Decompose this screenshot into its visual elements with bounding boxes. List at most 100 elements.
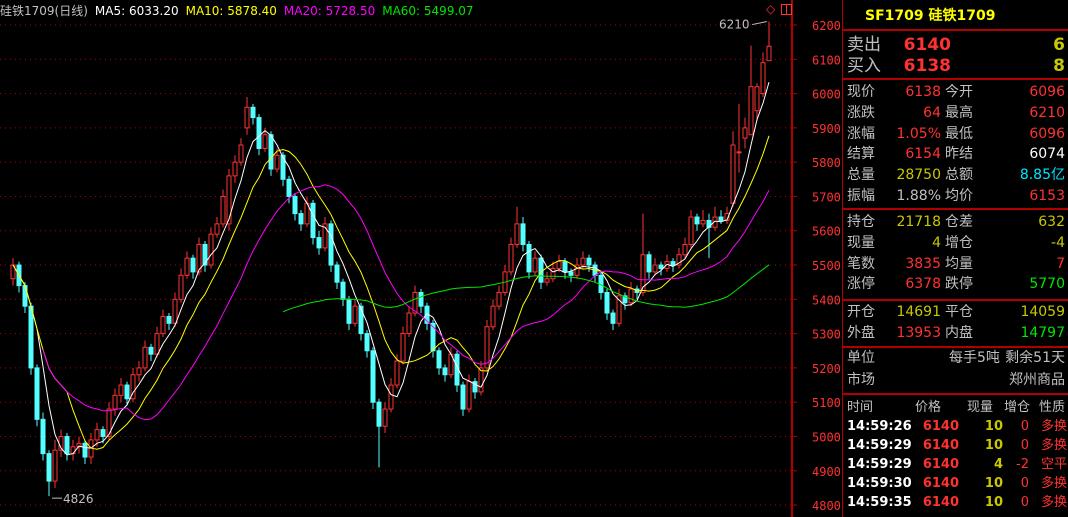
stat-value: 14691 bbox=[896, 304, 941, 320]
trade-nature: 多换 bbox=[1040, 495, 1067, 510]
y-tick-label: 4900 bbox=[812, 465, 841, 479]
candle-down bbox=[256, 117, 262, 149]
candle-down bbox=[100, 429, 106, 437]
candle-up bbox=[640, 254, 646, 293]
candle-down bbox=[316, 237, 322, 249]
candle-down bbox=[364, 333, 370, 352]
candle-up bbox=[178, 274, 184, 300]
stat-value: 6378 bbox=[905, 276, 941, 293]
candle-down bbox=[436, 350, 442, 369]
stat-row: 振幅 1.88% 均价 6153 bbox=[847, 186, 1065, 206]
candle-up bbox=[754, 86, 760, 112]
candle-up bbox=[184, 257, 190, 276]
stat-value: 6074 bbox=[1029, 146, 1065, 163]
candle-down bbox=[82, 442, 88, 458]
candle-down bbox=[358, 305, 364, 335]
trade-price: 6140 bbox=[922, 457, 959, 472]
stat-label: 最高 bbox=[945, 104, 973, 121]
candle-down bbox=[694, 216, 700, 225]
candle-up bbox=[130, 374, 136, 400]
stat-label: 均量 bbox=[945, 255, 973, 272]
y-tick-label: 5400 bbox=[812, 293, 841, 307]
candle-down bbox=[604, 291, 610, 314]
candle-down bbox=[520, 223, 526, 245]
candle-up bbox=[700, 219, 706, 225]
candle-up bbox=[52, 449, 58, 482]
candle-up bbox=[688, 216, 694, 245]
ask-price: 6140 bbox=[903, 35, 951, 55]
candle-up bbox=[232, 161, 238, 177]
candle-down bbox=[46, 453, 52, 482]
trade-row: 14:59:29 6140 4 -2 空平 bbox=[847, 455, 1067, 474]
ma60-label: MA60: 5499.07 bbox=[382, 4, 474, 18]
stat-label: 现价 bbox=[847, 84, 875, 100]
stat-value: 3835 bbox=[905, 255, 941, 272]
candle-down bbox=[658, 264, 664, 269]
y-tick-label: 5500 bbox=[812, 259, 841, 273]
candle-up bbox=[544, 278, 550, 283]
candle-up bbox=[394, 360, 400, 386]
stat-label: 涨跌 bbox=[847, 104, 875, 121]
candle-up bbox=[160, 315, 166, 335]
candle-up bbox=[652, 264, 658, 273]
candle-up bbox=[514, 223, 520, 245]
candle-up bbox=[730, 144, 736, 204]
stat-label: 平仓 bbox=[945, 304, 973, 320]
days-remaining: 剩余51天 bbox=[1005, 350, 1065, 366]
candle-up bbox=[466, 381, 472, 410]
stat-row: 外盘 13953 内盘 14797 bbox=[847, 323, 1065, 343]
stat-row: 持仓 21718 仓差 632 bbox=[847, 212, 1065, 232]
candle-up bbox=[724, 213, 730, 221]
chart-header: 硅铁1709(日线) MA5: 6033.20 MA10: 5878.40 MA20:… bbox=[0, 2, 481, 19]
trade-nature: 空平 bbox=[1040, 457, 1067, 472]
diamond-icon[interactable]: ◇ bbox=[766, 2, 776, 16]
stat-value: 1.88% bbox=[896, 188, 941, 204]
col-oi-change: 增仓 bbox=[1004, 400, 1031, 415]
candle-down bbox=[472, 381, 478, 393]
stat-value: 6138 bbox=[905, 84, 941, 100]
candle-down bbox=[562, 261, 568, 273]
trade-oi-change: 0 bbox=[1020, 476, 1029, 491]
candle-down bbox=[202, 243, 208, 266]
candle-up bbox=[196, 243, 202, 273]
candle-down bbox=[610, 312, 616, 324]
candle-down bbox=[280, 154, 286, 180]
unit-label: 单位 bbox=[847, 350, 875, 366]
candle-down bbox=[670, 261, 676, 266]
candle-up bbox=[322, 223, 328, 249]
y-tick-label: 5000 bbox=[812, 430, 841, 444]
ma60-line bbox=[282, 264, 770, 313]
candle-up bbox=[682, 243, 688, 256]
candle-up bbox=[136, 367, 142, 376]
y-tick-label: 5600 bbox=[812, 225, 841, 239]
ma5-line bbox=[12, 81, 770, 456]
candle-up bbox=[580, 257, 586, 266]
trade-volume: 10 bbox=[984, 419, 1003, 434]
market-row: 市场 郑州商品 bbox=[847, 370, 1065, 390]
stat-value: 28750 bbox=[896, 167, 941, 184]
candle-down bbox=[28, 305, 34, 369]
stat-label: 结算 bbox=[847, 146, 875, 163]
candle-down bbox=[460, 384, 466, 410]
trade-nature: 多换 bbox=[1040, 438, 1067, 453]
candle-down bbox=[568, 271, 574, 276]
trade-row: 14:59:29 6140 10 0 多换 bbox=[847, 436, 1067, 455]
stat-value: 64 bbox=[923, 104, 941, 121]
trades-header: 时间 价格 现量 增仓 性质 bbox=[847, 398, 1067, 417]
candle-down bbox=[40, 418, 46, 455]
layout-toggle-icon[interactable] bbox=[781, 4, 792, 15]
candle-down bbox=[526, 243, 532, 273]
trade-oi-change: 0 bbox=[1020, 438, 1029, 453]
trade-price: 6140 bbox=[922, 438, 959, 453]
candle-down bbox=[148, 346, 154, 355]
stat-label: 持仓 bbox=[847, 214, 875, 230]
candle-up bbox=[106, 408, 112, 437]
candle-down bbox=[292, 195, 298, 215]
candle-up bbox=[208, 233, 214, 266]
candle-down bbox=[298, 213, 304, 225]
candlestick-chart[interactable]: 6200 6100 6000 5900 5800 5700 5600 5500 5400 5300… bbox=[0, 0, 842, 517]
trade-time: 14:59:35 bbox=[847, 495, 912, 510]
stat-value: -4 bbox=[1051, 234, 1065, 251]
stat-value: 14059 bbox=[1020, 304, 1065, 320]
trade-row: 14:59:35 6140 10 0 多换 bbox=[847, 493, 1067, 512]
